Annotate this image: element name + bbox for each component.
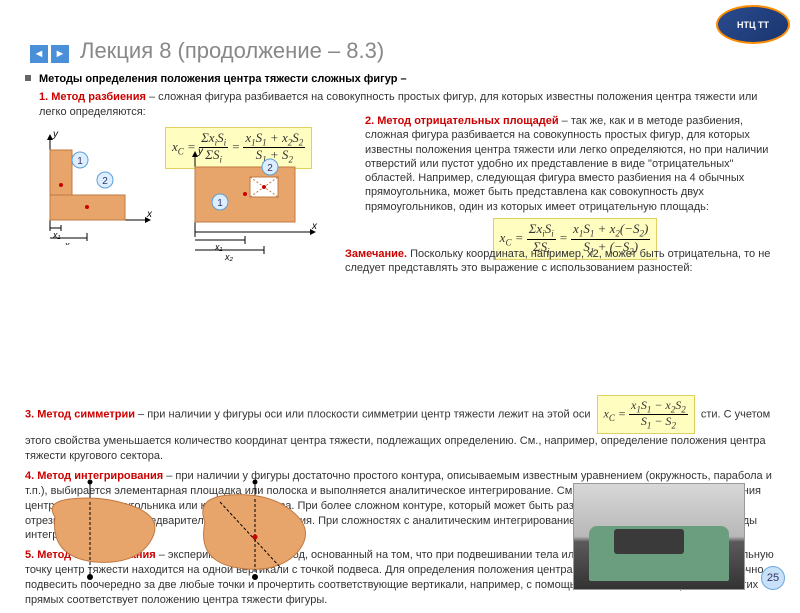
m3: 3. Метод симметрии – при наличии у фигур… xyxy=(25,395,785,464)
m2-text: – так же, как и в методе разбиения, слож… xyxy=(365,115,768,213)
next-button[interactable]: ► xyxy=(51,45,69,63)
svg-text:1: 1 xyxy=(217,198,223,209)
svg-text:2: 2 xyxy=(102,176,108,187)
figure-2: 1 2 y x x₁ x₂ xyxy=(175,142,320,262)
heading: Методы определения положения центра тяже… xyxy=(39,73,407,85)
svg-text:x: x xyxy=(311,221,318,232)
page-title: Лекция 8 (продолжение – 8.3) xyxy=(80,38,384,64)
heading-row: Методы определения положения центра тяже… xyxy=(25,72,785,87)
m1-title: 1. Метод разбиения xyxy=(39,91,146,103)
svg-text:1: 1 xyxy=(77,156,83,167)
svg-text:y: y xyxy=(52,129,59,140)
bullet-icon xyxy=(25,75,31,81)
svg-text:x₂: x₂ xyxy=(64,240,74,245)
svg-text:2: 2 xyxy=(267,163,273,174)
logo: НТЦ ТТ xyxy=(716,5,790,44)
m2-block: 2. Метод отрицательных площадей – так же… xyxy=(365,114,785,260)
page-number: 25 xyxy=(761,566,785,590)
m2-title: 2. Метод отрицательных площадей xyxy=(365,115,559,127)
figure-1: 1 2 y x x₁ x₂ xyxy=(25,125,155,245)
photo xyxy=(573,483,745,590)
nav-buttons: ◄ ► xyxy=(30,45,69,63)
note: Замечание. Поскольку координата, наприме… xyxy=(345,247,785,276)
svg-text:x: x xyxy=(146,209,153,220)
hanging-figure xyxy=(25,477,345,592)
svg-text:x₂: x₂ xyxy=(224,252,234,262)
prev-button[interactable]: ◄ xyxy=(30,45,48,63)
svg-text:y: y xyxy=(197,146,204,157)
